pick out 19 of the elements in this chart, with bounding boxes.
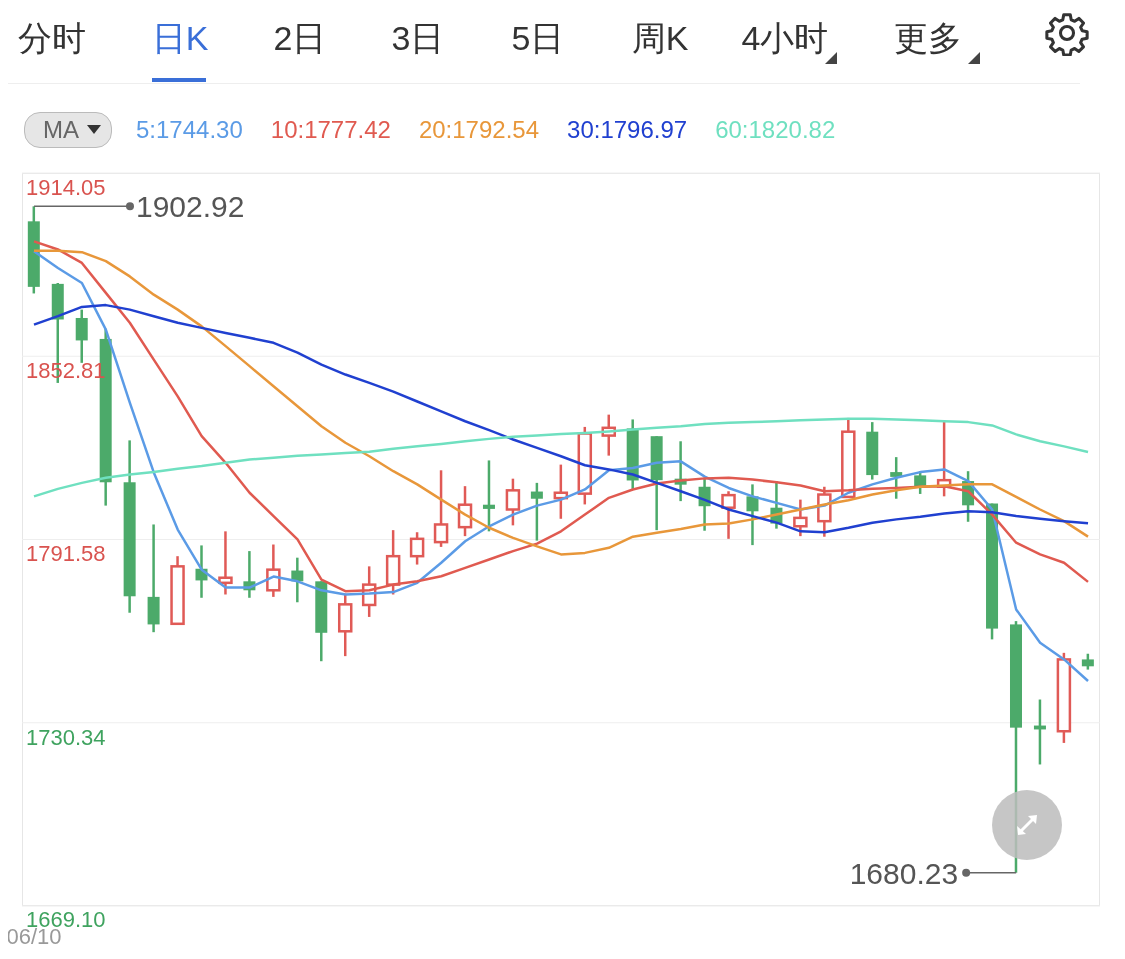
y-tick-label: 1730.34 (26, 724, 106, 750)
y-tick-label: 1791.58 (26, 541, 106, 567)
text: 2日 (273, 19, 327, 57)
text: 30:1796.97 (567, 116, 688, 144)
text: 日K (151, 19, 209, 57)
text: 更多 (894, 19, 962, 57)
text: 4小时 (741, 19, 829, 57)
text: 60:1820.82 (715, 116, 836, 144)
text: 20:1792.54 (418, 116, 540, 144)
y-tick-label: 1914.05 (26, 175, 106, 200)
text: 10:1777.42 (270, 116, 391, 144)
text: MA (43, 116, 79, 144)
text: 分时 (18, 19, 86, 57)
annotation: 1680.23 (849, 856, 959, 890)
text: 5日 (511, 19, 565, 57)
text: 5:1744.30 (136, 116, 243, 144)
text: 周K (631, 19, 689, 57)
annotation: 1902.92 (135, 190, 245, 224)
text: 3日 (391, 19, 445, 57)
